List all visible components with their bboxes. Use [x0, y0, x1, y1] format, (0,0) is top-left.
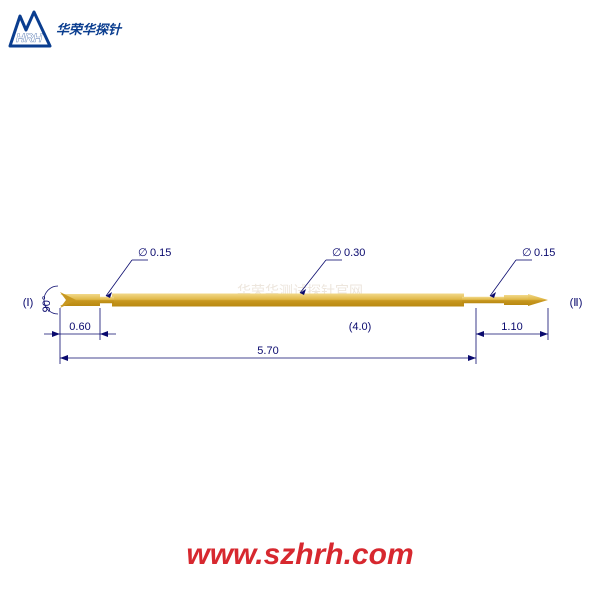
dia-right-callout: ∅ 0.15 [490, 247, 555, 298]
svg-text:0.30: 0.30 [344, 247, 365, 259]
dim-seg-left: 0.60 [44, 321, 116, 337]
svg-text:0.15: 0.15 [534, 247, 555, 259]
probe-tip-left [60, 292, 100, 308]
svg-text:0.15: 0.15 [150, 247, 171, 259]
svg-text:1.10: 1.10 [501, 321, 522, 333]
brand-logo: HRH 华荣华探针 [8, 8, 121, 48]
svg-text:5.70: 5.70 [257, 345, 278, 357]
probe-neck-left [100, 297, 114, 304]
svg-text:90°: 90° [41, 296, 53, 313]
end-left-label: (Ⅰ) [23, 297, 34, 309]
logo-mark-icon: HRH [8, 8, 52, 48]
dim-seg-mid: (4.0) [349, 321, 372, 333]
svg-text:0.60: 0.60 [69, 321, 90, 333]
probe-body [112, 294, 464, 307]
probe-tip-right [504, 294, 548, 306]
svg-text:∅: ∅ [522, 247, 532, 259]
probe-neck-right [462, 297, 506, 304]
dim-total: 5.70 [60, 345, 476, 361]
svg-text:∅: ∅ [138, 247, 148, 259]
logo-name: 华荣华探针 [56, 19, 121, 38]
dia-left-callout: ∅ 0.15 [106, 247, 171, 298]
website-url: www.szhrh.com [0, 538, 600, 572]
dim-seg-right: 1.10 [476, 321, 548, 337]
svg-text:∅: ∅ [332, 247, 342, 259]
logo-abbr: HRH [16, 31, 42, 45]
end-right-label: (Ⅱ) [570, 297, 583, 309]
probe-diagram: 华荣华测试探针官网 (Ⅰ) (Ⅱ) 90° ∅ [0, 240, 600, 420]
angle-dim: 90° [41, 286, 58, 314]
